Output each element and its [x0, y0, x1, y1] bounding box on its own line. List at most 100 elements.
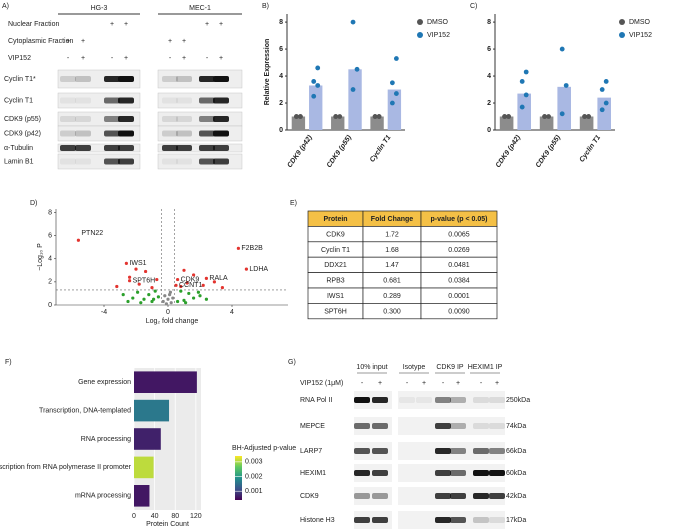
table-header: Protein [323, 216, 347, 223]
bar [309, 85, 323, 130]
data-point [298, 114, 303, 119]
data-point [337, 114, 343, 119]
lane-sign: - [206, 55, 209, 62]
data-point [134, 267, 138, 271]
band [118, 97, 134, 104]
table-cell-text: 0.0481 [448, 262, 470, 269]
bar [499, 116, 514, 130]
lane-sign: - [111, 55, 114, 62]
band [104, 145, 120, 151]
blot [398, 391, 505, 409]
data-point [559, 46, 565, 52]
data-point [563, 83, 569, 88]
band [450, 470, 466, 476]
band [75, 158, 91, 165]
data-point [354, 66, 360, 72]
table-cell-text: 1.72 [385, 231, 399, 238]
blot [57, 143, 141, 153]
legend-title: BH-Adjusted p-value [232, 445, 296, 452]
panel-letter: E) [290, 200, 297, 207]
table-cell-text: 0.681 [383, 278, 401, 285]
data-point [389, 100, 395, 106]
band [489, 493, 505, 499]
data-point [350, 19, 356, 25]
band [213, 130, 229, 137]
lane-sign: + [182, 38, 186, 45]
data-point [586, 114, 591, 119]
bar [517, 93, 531, 130]
data-point [393, 56, 399, 61]
legend-label: DMSO [629, 19, 651, 26]
data-point [179, 289, 183, 293]
bar [134, 485, 150, 507]
band [489, 470, 505, 476]
data-point [315, 65, 321, 71]
size-label: 250kDa [506, 397, 530, 404]
data-point [311, 79, 317, 84]
y-axis-label: −Log₁₀ P [37, 243, 44, 271]
band [176, 76, 192, 82]
data-point [187, 291, 191, 296]
lane-sign: + [81, 38, 85, 45]
band [104, 130, 120, 137]
band [450, 423, 466, 429]
data-point [176, 277, 180, 282]
bar [134, 399, 170, 422]
x-axis-label: Log₂ fold change [146, 318, 199, 325]
y-tick-label: Transcription, DNA-templated [39, 407, 131, 414]
legend-label: VIP152 [427, 32, 450, 39]
data-point [333, 114, 339, 119]
y-tick-label: 4 [487, 73, 491, 80]
colorbar-label: 0.003 [245, 459, 263, 466]
data-point [121, 292, 125, 297]
y-tick-label: 0 [48, 302, 52, 309]
bar [134, 456, 154, 479]
band [435, 470, 451, 476]
band [435, 517, 451, 523]
data-point [599, 107, 605, 113]
band [60, 158, 76, 165]
x-tick-label: Cyclin T1 [369, 134, 393, 164]
band [450, 448, 466, 454]
point-label: F2B2B [241, 245, 263, 252]
band [75, 116, 91, 122]
band [489, 517, 505, 523]
band [199, 116, 215, 122]
band [354, 423, 370, 429]
data-point [236, 246, 240, 250]
band [118, 116, 134, 122]
row-label: VIP152 [8, 55, 31, 62]
row-label: Histone H3 [300, 517, 335, 524]
data-point [147, 292, 151, 297]
data-point [582, 114, 587, 119]
band [199, 145, 215, 151]
band [489, 448, 505, 454]
x-tick-label: 0 [132, 513, 136, 520]
band [75, 130, 91, 137]
data-point [131, 296, 135, 300]
data-point [204, 276, 208, 280]
band [104, 158, 120, 165]
data-point [150, 299, 154, 304]
lane-sign: + [378, 380, 382, 387]
data-point [372, 114, 378, 119]
cell-line: MEC-1 [189, 5, 211, 12]
lane-sign: + [110, 21, 114, 28]
data-point [603, 79, 609, 84]
size-label: 17kDa [506, 517, 526, 524]
group-label: CDK9 IP [436, 364, 464, 371]
data-point [389, 80, 395, 86]
x-axis-label: Protein Count [146, 521, 189, 528]
x-tick-label: CDK9 (p42) [286, 134, 314, 169]
data-point [161, 299, 165, 304]
table-cell-text: CDK9 [326, 231, 345, 238]
data-point [502, 114, 507, 119]
bar [557, 86, 571, 130]
y-tick-label: 8 [487, 19, 491, 26]
lane-sign: - [67, 55, 70, 62]
band [450, 517, 466, 523]
band-label: CDK9 (p55) [4, 116, 41, 123]
x-tick-label: 120 [190, 513, 202, 520]
band [162, 116, 178, 122]
lane-sign: + [495, 380, 499, 387]
